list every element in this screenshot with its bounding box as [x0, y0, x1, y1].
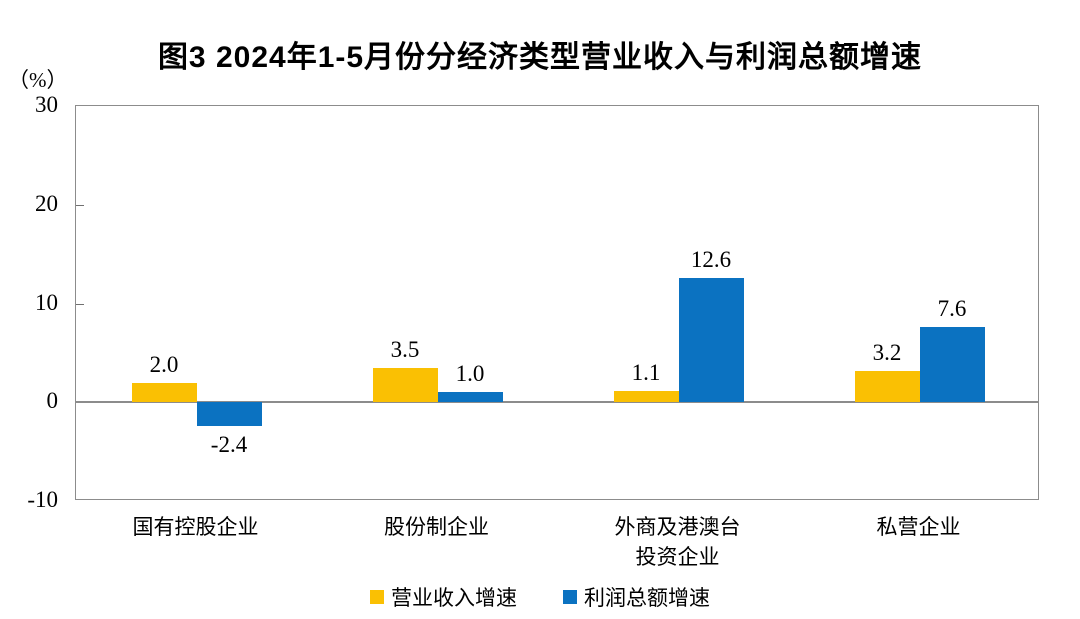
bar-利润总额增速-1: [437, 392, 503, 403]
bar-营业收入增速-1: [372, 367, 438, 403]
y-axis-tick-label: 10: [35, 289, 58, 315]
x-axis-category-labels: 国有控股企业 股份制企业 外商及港澳台 投资企业 私营企业: [0, 512, 1080, 576]
bar-利润总额增速-3: [919, 327, 985, 403]
bar-value-label: 1.0: [455, 361, 485, 387]
bar-value-label: -2.4: [210, 431, 248, 457]
x-axis-category-label: 股份制企业: [384, 515, 489, 539]
y-axis-tick-label: 0: [46, 388, 59, 414]
bar-value-label: 1.1: [631, 360, 661, 386]
x-axis-category-label: 私营企业: [876, 515, 961, 539]
bar-营业收入增速-2: [613, 391, 679, 403]
bar-value-label: 3.5: [390, 336, 420, 362]
bar-营业收入增速-0: [131, 382, 197, 403]
legend-item-revenue: 营业收入增速: [370, 582, 517, 612]
legend-label-revenue: 营业收入增速: [391, 586, 517, 610]
y-axis-tick-mark: [76, 204, 84, 206]
bar-value-label: 12.6: [690, 246, 732, 272]
bar-value-label: 7.6: [937, 296, 967, 322]
legend-swatch-revenue-icon: [370, 590, 384, 604]
legend-swatch-profit-icon: [563, 590, 577, 604]
y-axis-tick-mark: [76, 303, 84, 305]
plot-area: 2.0 3.5 1.1 3.2 -2.4 1.0 12.6 7.6: [75, 105, 1039, 500]
bar-利润总额增速-0: [196, 402, 262, 426]
legend: 营业收入增速 利润总额增速: [0, 582, 1080, 612]
zero-line: [76, 401, 1038, 404]
legend-item-profit: 利润总额增速: [563, 582, 710, 612]
y-axis-unit-label: （%）: [8, 68, 68, 92]
chart-title: 图3 2024年1-5月份分经济类型营业收入与利润总额增速: [157, 41, 923, 74]
y-axis-tick-label: 30: [35, 92, 58, 117]
y-axis-tick-label: -10: [27, 487, 58, 512]
legend-label-profit: 利润总额增速: [584, 586, 710, 610]
bar-value-label: 2.0: [149, 351, 179, 377]
bar-value-label: 3.2: [872, 339, 902, 365]
x-axis-category-label: 国有控股企业: [132, 515, 259, 539]
bar-利润总额增速-2: [678, 277, 744, 403]
x-axis-category-label: 外商及港澳台 投资企业: [614, 515, 741, 569]
bar-营业收入增速-3: [854, 370, 920, 403]
y-axis-tick-label: 20: [35, 190, 58, 216]
